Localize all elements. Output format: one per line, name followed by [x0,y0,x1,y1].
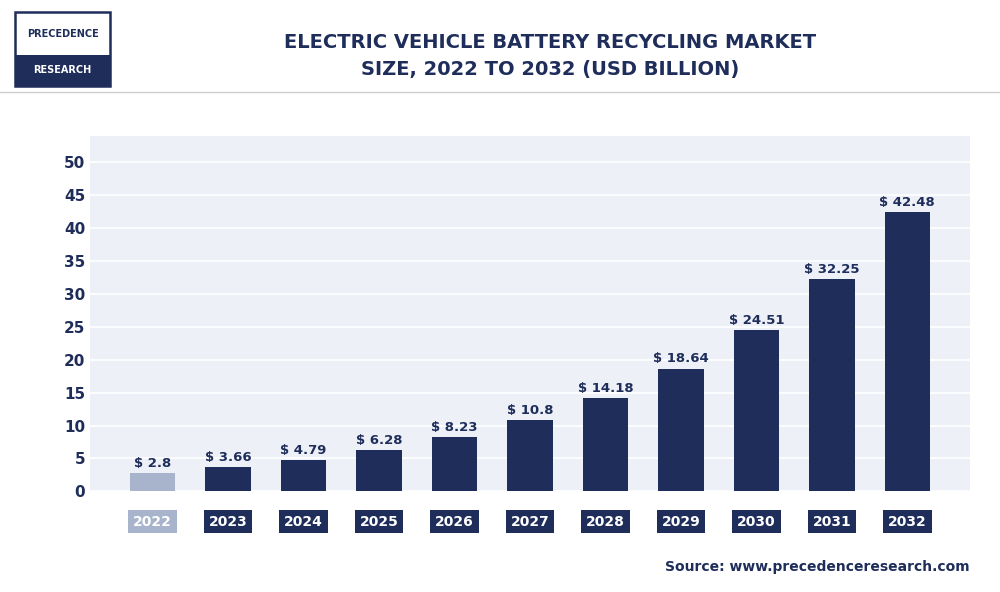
Text: 2030: 2030 [737,514,776,529]
Text: 2024: 2024 [284,514,323,529]
Text: $ 42.48: $ 42.48 [879,195,935,208]
Text: 2025: 2025 [360,514,398,529]
Bar [432,437,477,491]
Bar [205,467,251,491]
FancyBboxPatch shape [15,12,110,86]
Text: 2023: 2023 [209,514,247,529]
Text: Source: www.precedenceresearch.com: Source: www.precedenceresearch.com [665,560,970,574]
Bar [130,473,175,491]
Bar [507,420,553,491]
Text: $ 18.64: $ 18.64 [653,352,709,365]
Text: $ 6.28: $ 6.28 [356,434,402,447]
Text: 2032: 2032 [888,514,927,529]
Bar [809,279,855,491]
Text: $ 3.66: $ 3.66 [205,451,251,464]
Text: 2028: 2028 [586,514,625,529]
Text: 2029: 2029 [662,514,700,529]
Text: $ 24.51: $ 24.51 [729,314,784,327]
Text: $ 14.18: $ 14.18 [578,382,633,395]
Bar [356,450,402,491]
Text: 2027: 2027 [511,514,549,529]
Bar [658,369,704,491]
Text: 2031: 2031 [813,514,851,529]
Bar [583,398,628,491]
Text: $ 32.25: $ 32.25 [804,263,860,276]
Text: $ 8.23: $ 8.23 [431,421,478,434]
Text: 2022: 2022 [133,514,172,529]
Bar [885,212,930,491]
Text: 2026: 2026 [435,514,474,529]
Text: $ 4.79: $ 4.79 [280,443,327,456]
Text: RESEARCH: RESEARCH [33,65,92,75]
Text: PRECEDENCE: PRECEDENCE [27,29,98,39]
Bar [281,460,326,491]
Text: $ 2.8: $ 2.8 [134,456,171,469]
Text: $ 10.8: $ 10.8 [507,404,553,417]
FancyBboxPatch shape [15,54,110,86]
Text: ELECTRIC VEHICLE BATTERY RECYCLING MARKET
SIZE, 2022 TO 2032 (USD BILLION): ELECTRIC VEHICLE BATTERY RECYCLING MARKE… [284,34,816,79]
Bar [734,330,779,491]
